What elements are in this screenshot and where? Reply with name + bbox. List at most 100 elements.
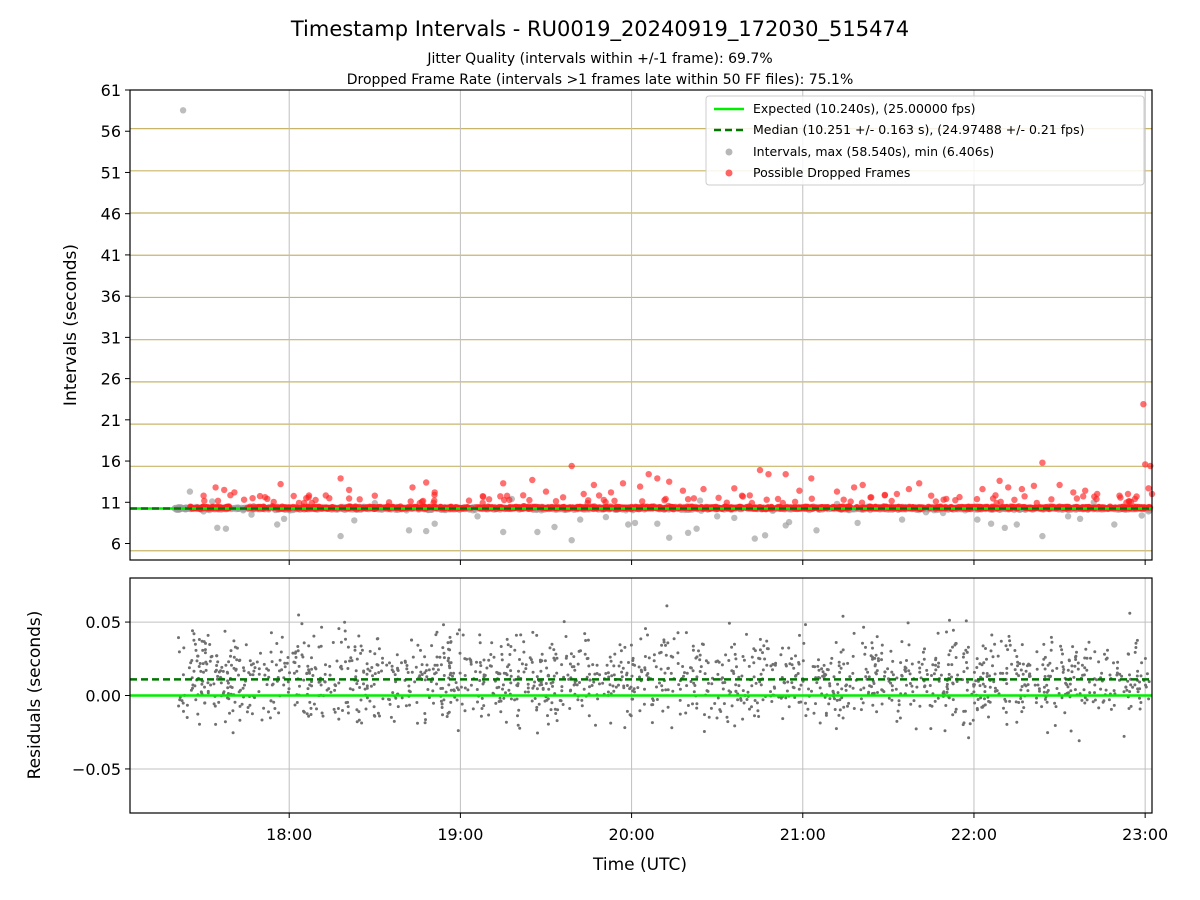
residual-point — [836, 691, 840, 695]
residual-point — [1074, 658, 1078, 661]
residual-point — [933, 699, 937, 703]
interval-point — [1111, 521, 1118, 528]
interval-point — [551, 523, 558, 531]
dropped-frame-point — [249, 495, 256, 502]
residual-point — [193, 642, 197, 646]
residual-point — [1089, 656, 1092, 660]
residual-point — [287, 687, 291, 691]
residual-point — [1133, 683, 1137, 687]
residual-point — [759, 672, 763, 676]
residual-point — [794, 674, 797, 678]
residual-point — [586, 638, 590, 642]
residual-point — [761, 651, 764, 655]
residual-point — [1077, 739, 1081, 743]
dropped-frame-point — [858, 499, 866, 506]
residual-point — [1035, 667, 1039, 671]
residual-point — [198, 722, 201, 726]
dropped-frame-point — [290, 492, 297, 500]
residual-point — [753, 649, 757, 653]
residual-point — [346, 645, 350, 649]
residual-point — [598, 682, 601, 686]
residual-point — [391, 691, 395, 695]
residual-point — [867, 690, 871, 694]
residual-point — [182, 709, 185, 713]
residual-point — [269, 699, 273, 703]
residual-point — [396, 705, 400, 709]
residual-point — [1061, 665, 1065, 669]
residual-point — [572, 683, 576, 687]
residual-point — [555, 671, 559, 675]
residual-point — [181, 673, 185, 677]
residual-point — [991, 664, 994, 668]
dropped-frame-point — [1021, 493, 1028, 500]
residual-point — [583, 652, 587, 656]
residual-point — [951, 628, 955, 632]
residual-point — [309, 713, 313, 716]
dropped-frame-point — [1116, 492, 1123, 499]
residual-point — [317, 645, 321, 649]
residual-point — [1042, 690, 1046, 694]
residual-point — [216, 660, 220, 664]
residual-point — [305, 712, 309, 716]
dropped-frame-point — [221, 486, 228, 494]
residual-point — [372, 714, 376, 717]
residual-point — [966, 680, 970, 684]
residual-point — [973, 701, 977, 705]
residual-point — [914, 727, 918, 731]
residual-point — [395, 653, 399, 657]
residual-point — [662, 638, 666, 642]
residual-point — [1042, 642, 1046, 646]
residual-point — [509, 645, 513, 648]
residual-point — [416, 643, 420, 647]
legend: Expected (10.240s), (25.00000 fps) Media… — [705, 95, 1145, 186]
residual-point — [366, 667, 370, 671]
dropped-frame-point — [312, 496, 319, 504]
residual-point — [839, 650, 843, 654]
residual-point — [425, 663, 429, 667]
residual-point — [544, 682, 548, 685]
residual-point — [201, 648, 205, 652]
residual-point — [201, 662, 205, 666]
dropped-frame-point — [371, 492, 378, 499]
residual-point — [670, 726, 674, 730]
interval-point — [684, 529, 692, 536]
residual-point — [500, 652, 504, 656]
residual-point — [999, 639, 1003, 643]
dropped-frame-point — [295, 499, 303, 507]
dropped-frame-point — [356, 496, 363, 503]
residual-point — [385, 663, 389, 667]
residual-point — [1085, 656, 1089, 660]
residual-point — [812, 711, 816, 715]
residual-point — [797, 687, 801, 691]
residual-point — [609, 721, 613, 725]
residual-point — [413, 680, 417, 684]
residual-point — [1005, 722, 1009, 726]
residual-point — [1005, 666, 1009, 670]
residual-point — [555, 656, 559, 660]
residual-point — [880, 702, 884, 706]
residual-point — [456, 729, 460, 733]
residual-point — [504, 691, 507, 695]
residual-point — [337, 717, 341, 721]
residual-point — [1125, 688, 1129, 692]
residual-point — [761, 698, 765, 702]
residual-point — [1060, 661, 1064, 664]
residual-point — [302, 678, 306, 682]
residual-point — [535, 708, 539, 712]
residual-point — [573, 668, 577, 672]
residual-point — [251, 673, 255, 677]
residual-point — [269, 650, 273, 654]
residual-point — [1053, 724, 1057, 727]
residual-point — [1099, 687, 1103, 691]
residual-point — [539, 660, 542, 664]
residual-point — [983, 685, 987, 688]
residual-point — [692, 690, 696, 694]
residual-point — [204, 668, 208, 672]
residual-point — [180, 699, 184, 703]
residual-point — [718, 708, 722, 712]
residual-point — [925, 690, 929, 694]
residual-point — [934, 668, 938, 672]
residual-point — [837, 660, 841, 664]
residual-point — [784, 663, 788, 666]
residual-point — [522, 640, 526, 644]
